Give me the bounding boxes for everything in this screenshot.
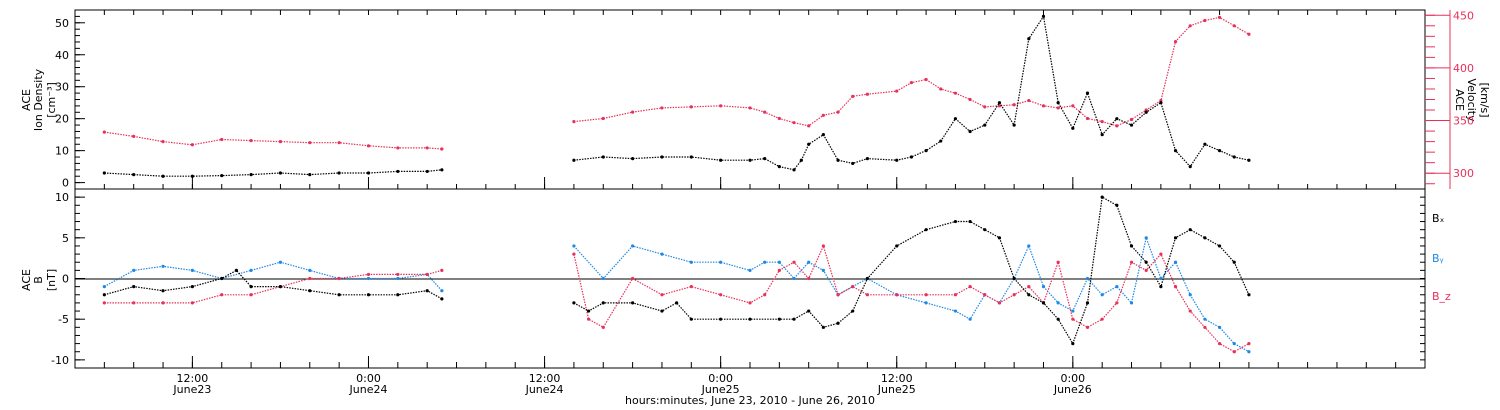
top-left-tick-label: 0 (62, 177, 69, 190)
density-point (161, 174, 165, 178)
by-point-trace (104, 235, 1250, 353)
velocity-point (190, 143, 194, 147)
velocity-point-trace (104, 16, 1250, 150)
bx-point (278, 285, 283, 289)
legend-bx: Bₓ (1432, 212, 1445, 225)
bz-point (895, 293, 899, 297)
velocity-point (440, 147, 444, 151)
top-left-tick-label: 10 (55, 145, 69, 158)
velocity-point (601, 116, 605, 121)
top-right-axis-label: ACE Velocity [km/s] (1453, 78, 1491, 122)
axis-ticks: 01020304050300350400450-10-5051012:00Jun… (51, 9, 1474, 396)
density-point-trace (104, 14, 1250, 177)
x-tick-date: June24 (349, 383, 388, 396)
bottom-left-label-line3: [nT] (45, 269, 58, 291)
legend-bz: B_z (1432, 290, 1451, 303)
top-right-label-line1: ACE (1453, 89, 1466, 111)
top-left-axis-label: ACE Ion Density [cm⁻³] (20, 68, 58, 131)
legend-by: Bᵧ (1432, 252, 1444, 265)
top-right-tick-label: 400 (1453, 62, 1474, 75)
density-point (836, 158, 840, 162)
bz-point (161, 301, 165, 305)
density-point (631, 157, 635, 161)
density-point (190, 174, 194, 178)
x-tick-time: 12:00 (177, 372, 209, 385)
x-tick-date: June25 (701, 383, 740, 396)
top-right-tick-label: 450 (1453, 9, 1474, 22)
by-point (366, 276, 371, 281)
x-tick-date: June24 (525, 383, 564, 396)
density-point (366, 171, 371, 175)
bottom-left-label-line1: ACE (20, 269, 33, 291)
velocity-point (719, 104, 723, 108)
density-point (660, 155, 664, 159)
top-left-label-line3: [cm⁻³] (45, 82, 58, 118)
x-tick-date: June25 (877, 383, 916, 396)
bottom-left-tick-label: -10 (51, 354, 69, 367)
x-tick-time: 0:00 (1060, 372, 1085, 385)
bx-point (308, 289, 312, 293)
top-left-tick-label: 40 (55, 49, 69, 62)
bz-point (924, 293, 928, 297)
bottom-left-label-line2: B (32, 276, 45, 284)
top-panel-frame (74, 9, 1426, 190)
density-point (601, 155, 605, 159)
velocity-point (689, 105, 693, 109)
density-point (425, 169, 429, 174)
top-right-tick-label: 300 (1453, 167, 1474, 180)
by-point (1247, 350, 1251, 354)
bz-point (572, 252, 576, 256)
bz-point (132, 301, 136, 305)
top-left-label-line1: ACE (20, 89, 33, 111)
density-point (689, 155, 693, 159)
x-tick-time: 12:00 (881, 372, 913, 385)
velocity-point (278, 140, 283, 144)
velocity-point (308, 141, 312, 145)
x-axis-label: hours:minutes, June 23, 2010 - June 26, … (625, 394, 875, 407)
x-tick-date: June23 (172, 383, 211, 396)
top-right-tick-label: 350 (1453, 115, 1474, 128)
top-left-label-line2: Ion Density (32, 68, 45, 131)
velocity-point (1056, 106, 1060, 110)
x-tick-date: June26 (1053, 383, 1092, 396)
density-point (440, 168, 444, 172)
velocity-point (249, 138, 253, 143)
density-point (132, 173, 136, 177)
bz-point (190, 301, 194, 305)
top-right-label-line2: Velocity (1465, 78, 1478, 122)
top-left-tick-label: 50 (55, 17, 69, 30)
bz-point (953, 293, 958, 297)
by-point (572, 244, 576, 248)
bx-point-trace (104, 196, 1250, 345)
bottom-left-tick-label: 5 (62, 232, 69, 245)
bx-point (968, 219, 972, 224)
top-left-tick-label: 30 (55, 81, 69, 94)
data-marks (102, 14, 1251, 354)
bottom-left-tick-label: 0 (62, 273, 69, 286)
bx-point (748, 317, 752, 321)
top-right-label-line3: [km/s] (1478, 82, 1491, 117)
bottom-left-axis-label: ACE B [nT] (20, 269, 58, 291)
bottom-left-tick-label: 10 (55, 191, 69, 204)
density-point (396, 169, 400, 174)
top-left-tick-label: 20 (55, 113, 69, 126)
by-point (1041, 285, 1046, 289)
bottom-left-tick-label: -5 (58, 313, 69, 326)
x-tick-time: 0:00 (356, 372, 381, 385)
x-tick-time: 12:00 (529, 372, 561, 385)
x-tick-time: 0:00 (708, 372, 733, 385)
bz-point-trace (104, 244, 1250, 353)
bx-point (719, 317, 723, 321)
bx-point (337, 293, 341, 297)
by-point (689, 260, 693, 264)
velocity-point (1247, 32, 1251, 36)
